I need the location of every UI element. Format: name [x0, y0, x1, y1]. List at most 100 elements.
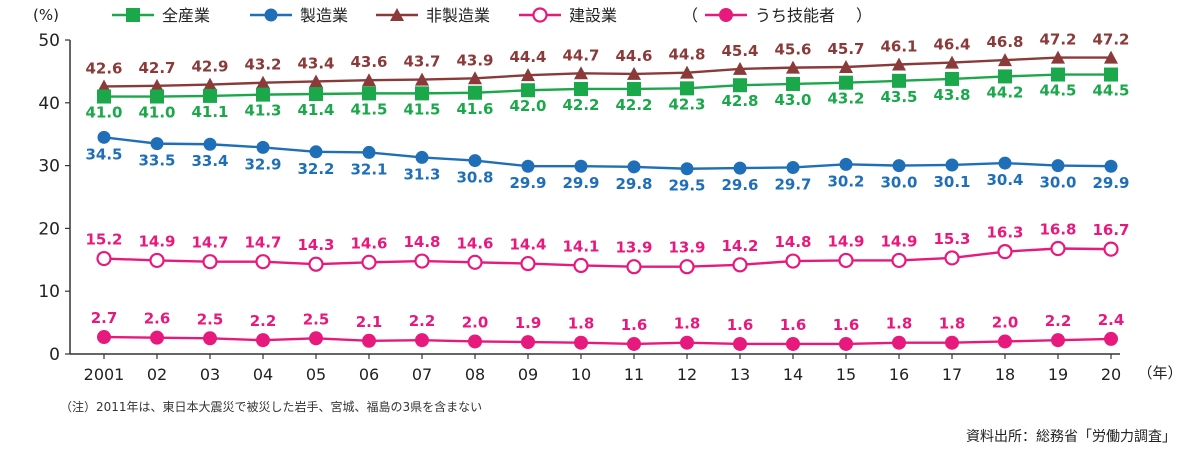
data-label: 43.7 [403, 53, 440, 71]
data-label: 2.6 [144, 310, 171, 328]
data-label: 29.6 [721, 176, 758, 194]
data-point [1104, 50, 1118, 64]
series-labels-4: 2.7 2.6 2.5 2.2 2.5 2.1 2.2 2.0 1.9 1.8 1.6 1.8 1.6 1… [91, 309, 1125, 334]
data-label: 2.2 [250, 312, 277, 330]
data-label: 30.4 [986, 171, 1023, 189]
data-label: 15.3 [933, 230, 970, 248]
data-label: 42.3 [668, 95, 705, 113]
data-point [627, 336, 641, 351]
data-label: 41.1 [191, 103, 228, 121]
data-label: 13.9 [668, 239, 705, 257]
data-point [149, 252, 165, 269]
series-2 [97, 50, 1118, 93]
data-label: 41.4 [297, 101, 334, 119]
series-line [103, 335, 1112, 346]
data-label: 41.3 [244, 102, 281, 120]
data-label: 43.2 [244, 56, 281, 74]
series-labels-3: 15.2 14.9 14.7 14.7 14.3 14.6 14.8 14.6 14.4 14.1… [85, 220, 1129, 256]
x-tick-label: 02 [147, 365, 167, 384]
data-point [97, 330, 111, 345]
data-label: 41.5 [403, 100, 440, 118]
legend-marker [532, 7, 548, 23]
data-point [468, 334, 482, 349]
data-point [998, 156, 1012, 170]
data-point [150, 137, 164, 151]
data-point [892, 159, 906, 173]
data-point [627, 66, 641, 80]
series-3 [96, 240, 1119, 275]
data-label: 44.8 [668, 46, 705, 64]
data-point [415, 150, 429, 164]
data-label: 30.0 [880, 174, 917, 192]
x-tick-label: 20 [1101, 365, 1121, 384]
legend-bracket-close: ） [856, 6, 872, 25]
data-point [96, 250, 112, 267]
data-label: 2.5 [303, 310, 330, 328]
data-label: 1.6 [780, 316, 807, 334]
data-label: 14.4 [509, 236, 546, 254]
data-point [468, 71, 482, 85]
data-point [627, 81, 641, 96]
data-label: 41.0 [138, 104, 175, 122]
data-label: 33.5 [138, 152, 175, 170]
data-label: 29.8 [615, 175, 652, 193]
data-point [362, 73, 376, 87]
data-point [255, 254, 271, 270]
data-point [520, 255, 536, 272]
data-label: 31.3 [403, 165, 440, 183]
data-point [839, 60, 853, 74]
x-tick-label: 07 [412, 365, 432, 384]
data-label: 14.8 [774, 233, 811, 251]
data-label: 2.4 [1098, 311, 1125, 329]
data-label: 1.8 [568, 315, 595, 333]
data-label: 14.7 [191, 234, 228, 252]
data-point [97, 89, 111, 104]
x-axis-label: （年） [1137, 364, 1182, 382]
data-label: 44.7 [562, 46, 599, 64]
legend: 全産業 製造業 非製造業 建設業 うち技能者 （ ） [112, 6, 872, 25]
data-point [732, 257, 748, 273]
data-point [892, 57, 906, 71]
data-point [680, 81, 694, 96]
data-point [362, 333, 376, 348]
data-point [680, 162, 694, 176]
data-point [733, 61, 747, 75]
y-tick-label: 20 [38, 219, 60, 239]
data-point [361, 254, 377, 270]
data-point [1104, 159, 1118, 173]
data-point [998, 334, 1012, 349]
data-label: 1.6 [833, 316, 860, 334]
data-label: 30.0 [1039, 174, 1076, 192]
data-label: 33.4 [191, 152, 228, 170]
series-labels-0: 41.0 41.0 41.1 41.3 41.4 41.5 41.5 41.6 42.0 42.2… [85, 82, 1129, 122]
data-point [680, 335, 694, 350]
data-label: 14.6 [350, 234, 387, 252]
data-point [467, 254, 483, 270]
data-label: 45.4 [721, 42, 758, 60]
data-label: 1.8 [674, 315, 701, 333]
data-label: 46.4 [933, 36, 970, 54]
x-tick-label: 14 [783, 365, 803, 384]
data-point [203, 88, 217, 103]
data-point [150, 89, 164, 104]
data-point [256, 333, 270, 348]
data-label: 32.1 [350, 160, 387, 178]
data-point [309, 331, 323, 346]
y-tick-label: 10 [38, 282, 60, 302]
data-label: 42.2 [615, 96, 652, 114]
data-label: 13.9 [615, 239, 652, 257]
y-tick-label: 40 [38, 94, 60, 114]
data-point [945, 158, 959, 172]
data-label: 14.1 [562, 237, 599, 255]
x-tick-label: 06 [359, 365, 379, 384]
data-point [573, 257, 589, 274]
data-point [786, 60, 800, 74]
data-label: 42.2 [562, 96, 599, 114]
data-label: 14.2 [721, 237, 758, 255]
data-point [945, 55, 959, 69]
data-label: 1.6 [727, 316, 754, 334]
data-point [150, 330, 164, 345]
data-point [309, 145, 323, 159]
series-0 [97, 67, 1118, 104]
x-tick-label: 03 [200, 365, 220, 384]
